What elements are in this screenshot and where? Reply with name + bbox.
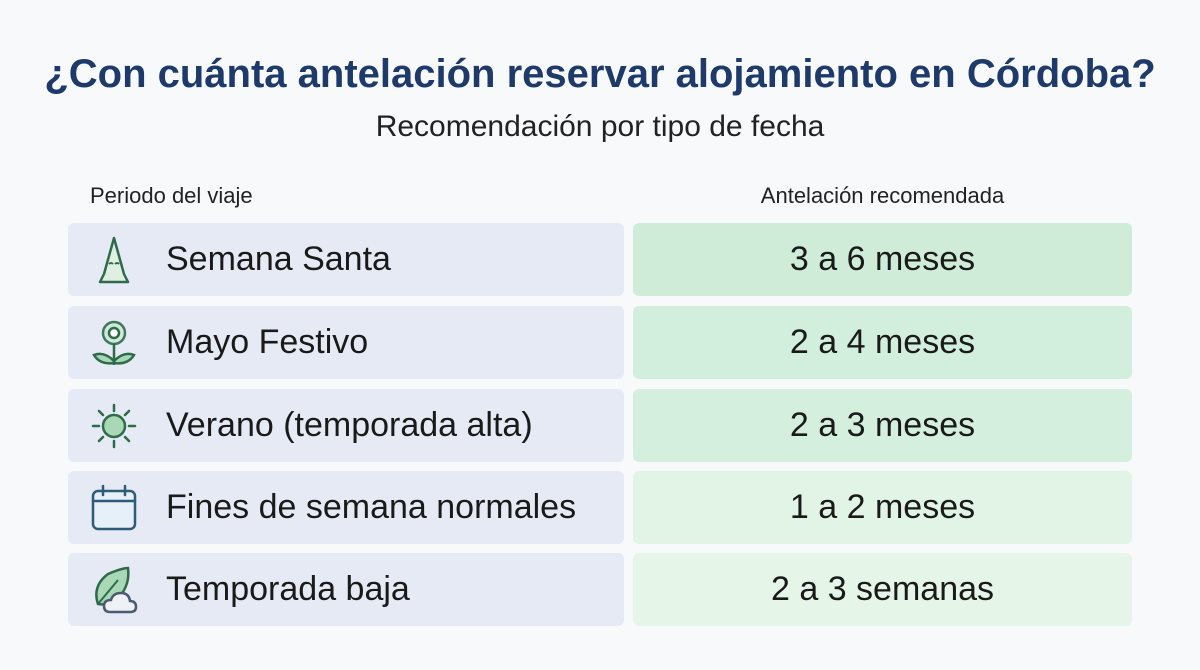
period-cell: Semana Santa — [68, 223, 624, 296]
lead-time-text: 2 a 4 meses — [789, 323, 976, 361]
period-text: Fines de semana normales — [166, 488, 577, 526]
lead-time-cell: 2 a 4 meses — [633, 306, 1132, 379]
period-cell: Verano (temporada alta) — [68, 389, 624, 462]
period-cell: Fines de semana normales — [68, 471, 624, 544]
lead-time-cell: 2 a 3 semanas — [633, 553, 1132, 626]
period-icon — [91, 484, 137, 530]
title: ¿Con cuánta antelación reservar alojamie… — [44, 52, 1156, 96]
period-text: Semana Santa — [166, 240, 391, 278]
subtitle: Recomendación por tipo de fecha — [375, 110, 825, 143]
lead-time-cell: 2 a 3 meses — [633, 389, 1132, 462]
lead-time-text: 1 a 2 meses — [789, 488, 976, 526]
period-cell: Temporada baja — [68, 553, 624, 626]
period-text: Temporada baja — [166, 570, 410, 608]
period-icon — [92, 320, 136, 365]
period-text: Verano (temporada alta) — [166, 406, 533, 444]
period-text: Mayo Festivo — [166, 323, 369, 361]
period-icon — [95, 566, 138, 613]
lead-time-cell: 3 a 6 meses — [633, 223, 1132, 296]
column-header: Antelación recomendada — [760, 183, 1005, 208]
lead-time-text: 2 a 3 meses — [789, 406, 976, 444]
lead-time-text: 3 a 6 meses — [789, 240, 976, 278]
lead-time-text: 2 a 3 semanas — [770, 570, 995, 608]
period-icon — [98, 236, 130, 283]
period-icon — [91, 403, 137, 448]
period-cell: Mayo Festivo — [68, 306, 624, 379]
column-header: Periodo del viaje — [90, 183, 253, 208]
lead-time-cell: 1 a 2 meses — [633, 471, 1132, 544]
